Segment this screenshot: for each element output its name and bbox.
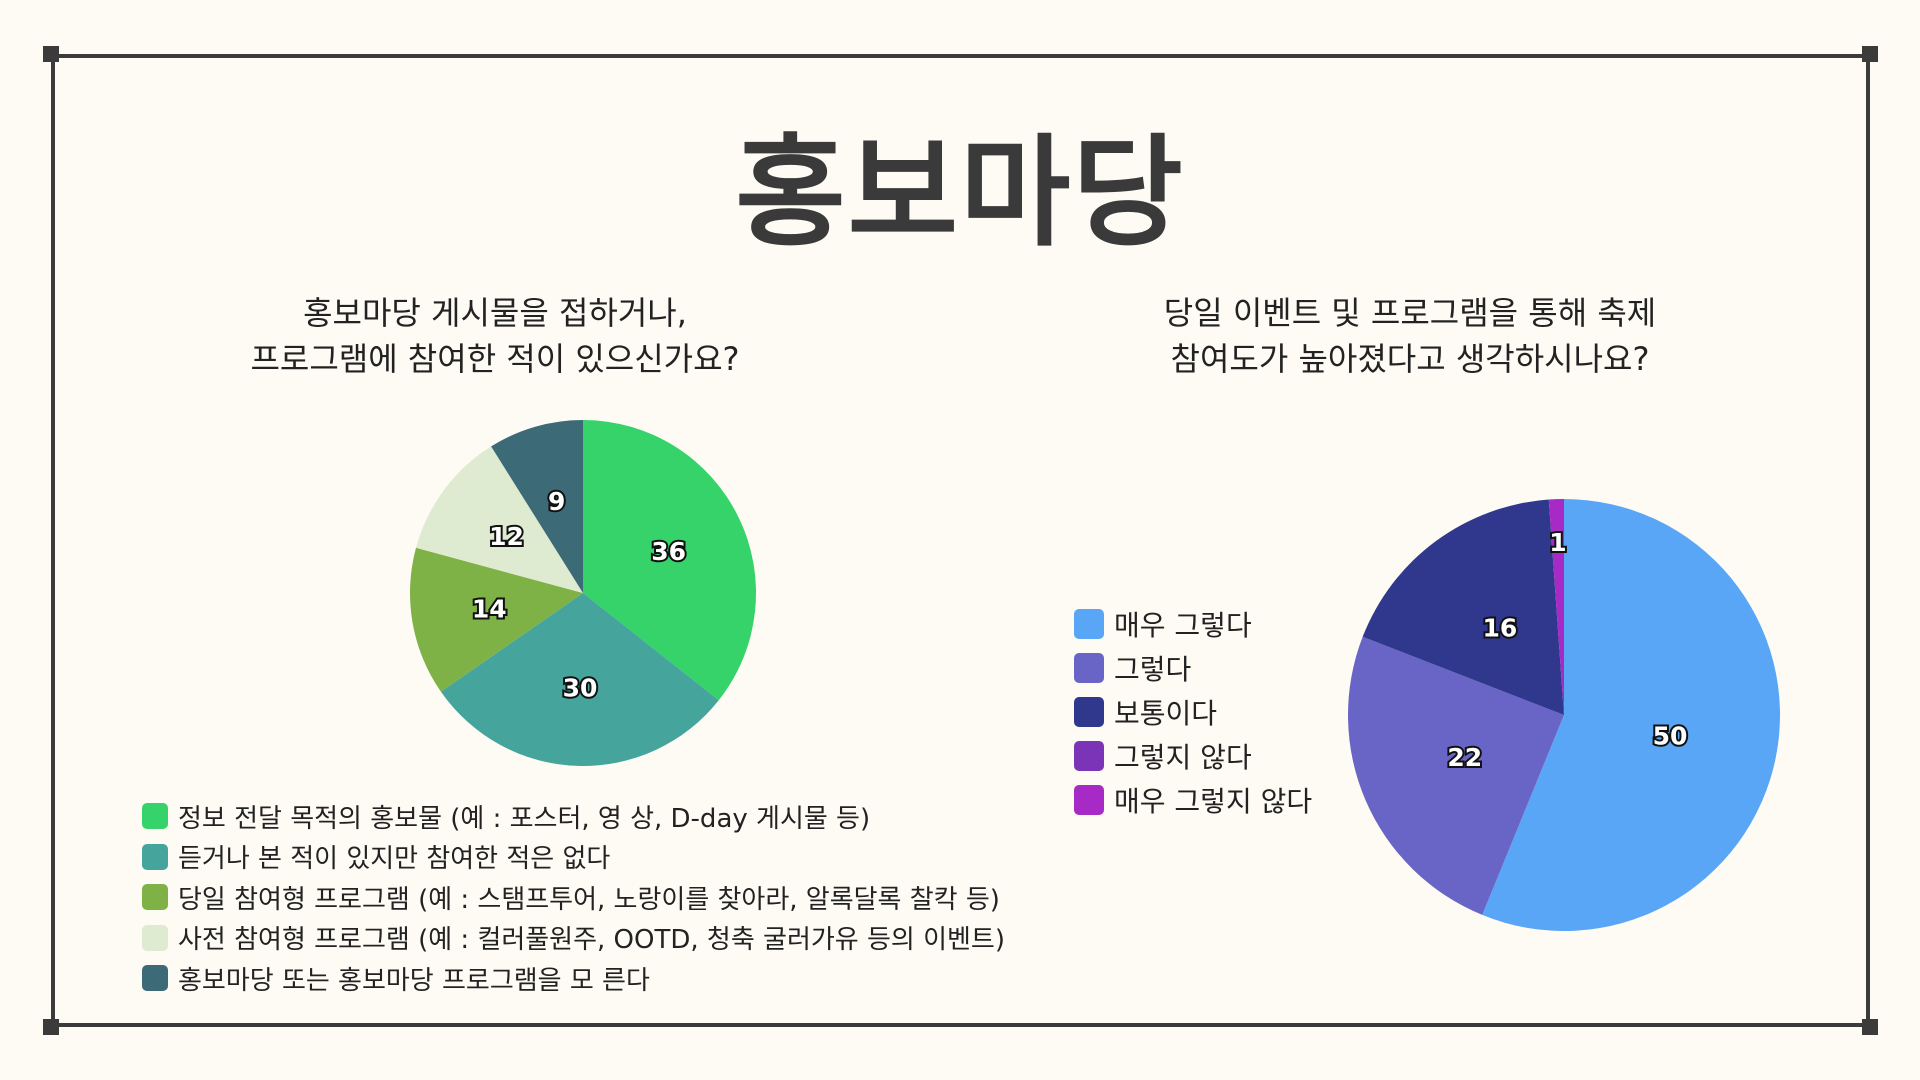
legend-left: 정보 전달 목적의 홍보물 (예 : 포스터, 영 상, D-day 게시물 등… xyxy=(142,796,1005,999)
frame-corner-bottom-right xyxy=(1862,1019,1878,1035)
legend-right-swatch xyxy=(1074,609,1104,639)
slide-frame xyxy=(51,54,1870,1027)
legend-right-label: 보통이다 xyxy=(1114,697,1218,730)
pie-right-slice-1 xyxy=(1482,499,1780,931)
pie-left-label-2: 30 xyxy=(563,674,598,703)
frame-corner-top-right xyxy=(1862,46,1878,62)
legend-left-item: 홍보마당 또는 홍보마당 프로그램을 모 른다 xyxy=(142,958,1005,999)
legend-left-item: 당일 참여형 프로그램 (예 : 스탬프투어, 노랑이를 찾아라, 알록달록 찰… xyxy=(142,877,1005,918)
pie-left-slice-4 xyxy=(416,446,583,593)
legend-left-item: 듣거나 본 적이 있지만 참여한 적은 없다 xyxy=(142,837,1005,878)
legend-right-swatch xyxy=(1074,741,1104,771)
legend-left-label: 사전 참여형 프로그램 (예 : 컬러풀원주, OOTD, 청축 굴러가유 등의… xyxy=(178,925,1005,956)
chart-right-title-line-2: 참여도가 높아졌다고 생각하시나요? xyxy=(1170,340,1650,378)
legend-left-label: 듣거나 본 적이 있지만 참여한 적은 없다 xyxy=(178,844,611,875)
legend-left-label: 홍보마당 또는 홍보마당 프로그램을 모 른다 xyxy=(178,965,650,996)
legend-right-swatch xyxy=(1074,785,1104,815)
chart-left-title-line-1: 홍보마당 게시물을 접하거나, xyxy=(303,294,687,332)
legend-right-label: 매우 그렇다 xyxy=(1114,609,1252,642)
pie-right-label-2: 22 xyxy=(1447,743,1482,772)
pie-left-slice-5 xyxy=(491,420,583,593)
pie-left-label-3: 14 xyxy=(472,595,507,624)
frame-corner-top-left xyxy=(43,46,59,62)
pie-left-slice-2 xyxy=(440,593,719,766)
pie-right-label-1: 50 xyxy=(1653,721,1688,750)
legend-left-swatch xyxy=(142,843,168,870)
legend-right-swatch xyxy=(1074,653,1104,683)
pie-left-label-4: 12 xyxy=(489,522,524,551)
chart-right-title: 당일 이벤트 및 프로그램을 통해 축제 참여도가 높아졌다고 생각하시나요? xyxy=(1100,290,1720,382)
legend-right-item: 보통이다 xyxy=(1074,690,1312,734)
chart-left-title-line-2: 프로그램에 참여한 적이 있으신가요? xyxy=(250,340,740,378)
legend-right-item: 매우 그렇지 않다 xyxy=(1074,778,1312,822)
legend-left-label: 정보 전달 목적의 홍보물 (예 : 포스터, 영 상, D-day 게시물 등… xyxy=(178,803,871,834)
pie-right-label-5: 1 xyxy=(1549,528,1566,557)
legend-right-label: 매우 그렇지 않다 xyxy=(1114,785,1313,818)
legend-right-item: 그렇지 않다 xyxy=(1074,734,1312,778)
legend-right-label: 그렇다 xyxy=(1114,653,1192,686)
pie-right-slice-2 xyxy=(1348,636,1564,915)
pie-left-label-1: 36 xyxy=(651,537,686,566)
legend-right-item: 매우 그렇다 xyxy=(1074,602,1312,646)
legend-left-label: 당일 참여형 프로그램 (예 : 스탬프투어, 노랑이를 찾아라, 알록달록 찰… xyxy=(178,884,1000,915)
page-title: 홍보마당 xyxy=(735,124,1185,263)
pie-right-slice-3 xyxy=(1362,499,1564,715)
legend-left-swatch xyxy=(142,884,168,911)
legend-left-swatch xyxy=(142,803,168,830)
legend-right-item: 그렇다 xyxy=(1074,646,1312,690)
frame-corner-bottom-left xyxy=(43,1019,59,1035)
legend-left-swatch xyxy=(142,965,168,992)
pie-left-slice-3 xyxy=(410,547,583,692)
pie-chart-left: 36 30 14 12 9 xyxy=(410,420,756,766)
pie-left-slice-1 xyxy=(583,420,756,701)
chart-left-title: 홍보마당 게시물을 접하거나, 프로그램에 참여한 적이 있으신가요? xyxy=(190,290,800,382)
pie-right-slice-5 xyxy=(1548,499,1564,715)
pie-right-label-3: 16 xyxy=(1483,614,1518,643)
legend-left-swatch xyxy=(142,924,168,951)
legend-left-item: 정보 전달 목적의 홍보물 (예 : 포스터, 영 상, D-day 게시물 등… xyxy=(142,796,1005,837)
pie-chart-right: 50 22 16 1 xyxy=(1348,499,1780,931)
chart-right-title-line-1: 당일 이벤트 및 프로그램을 통해 축제 xyxy=(1163,294,1657,332)
legend-right-label: 그렇지 않다 xyxy=(1114,741,1252,774)
pie-left-label-5: 9 xyxy=(548,487,565,516)
legend-right-swatch xyxy=(1074,697,1104,727)
legend-left-item: 사전 참여형 프로그램 (예 : 컬러풀원주, OOTD, 청축 굴러가유 등의… xyxy=(142,918,1005,959)
